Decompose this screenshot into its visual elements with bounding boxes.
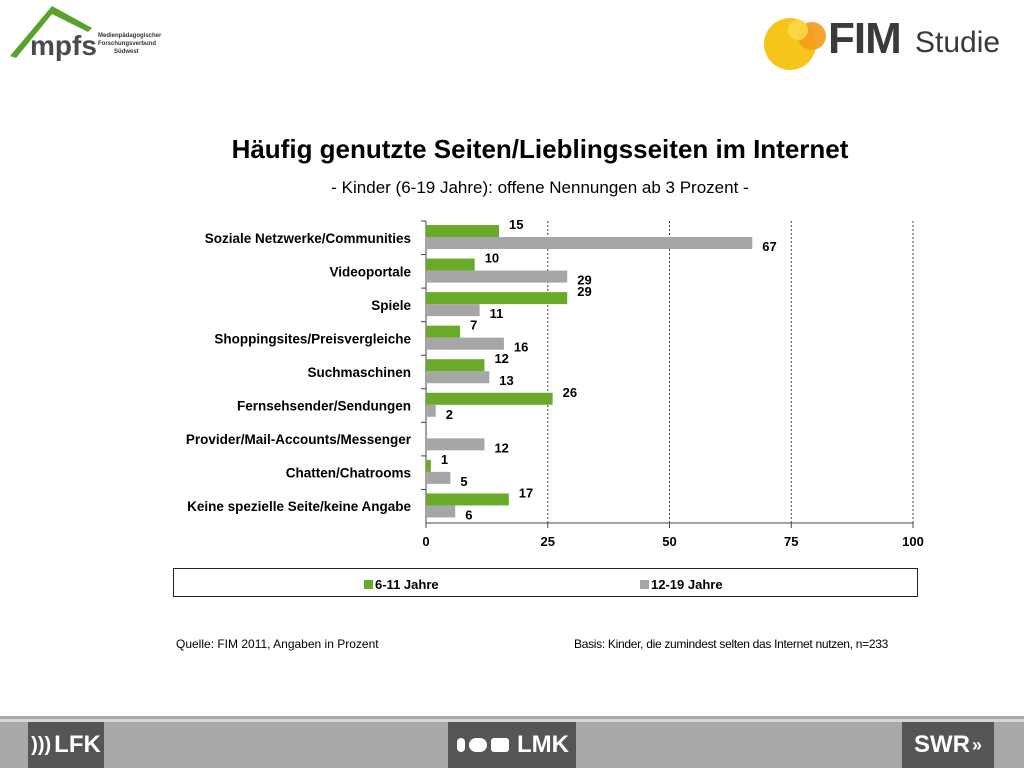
bar-age-12-19	[426, 237, 753, 249]
data-label: 67	[762, 239, 776, 254]
mpfs-logo-text: mpfs	[30, 30, 97, 61]
data-label: 5	[460, 474, 467, 489]
swr-arrows-icon: »	[971, 734, 982, 755]
bar-age-6-11	[426, 225, 500, 237]
lmk-logo: LMK	[448, 722, 576, 768]
fim-circles-icon	[764, 18, 826, 70]
category-label: Shoppingsites/Preisvergleiche	[214, 331, 411, 346]
legend-swatch	[364, 580, 373, 589]
data-label: 10	[485, 251, 499, 266]
data-label: 26	[563, 385, 577, 400]
data-label: 1	[441, 452, 448, 467]
category-label: Fernsehsender/Sendungen	[237, 399, 411, 414]
category-label: Spiele	[371, 298, 411, 313]
data-label: 16	[514, 340, 528, 355]
bar-age-12-19	[426, 505, 456, 518]
chart-legend: 6-11 Jahre 12-19 Jahre	[173, 568, 918, 597]
data-label: 15	[509, 217, 523, 232]
legend-item-12-19: 12-19 Jahre	[640, 577, 723, 592]
data-label: 29	[577, 284, 591, 299]
mpfs-subtitle-line: Medienpädagogischer	[98, 33, 162, 39]
data-label: 17	[519, 485, 533, 500]
x-tick-label: 50	[662, 534, 676, 549]
bar-age-6-11	[426, 359, 485, 372]
bar-age-12-19	[426, 337, 504, 350]
chart-title: Häufig genutzte Seiten/Lieblingsseiten i…	[231, 134, 849, 164]
bar-age-6-11	[426, 459, 431, 472]
category-label: Chatten/Chatrooms	[286, 466, 411, 481]
data-label: 2	[446, 407, 453, 422]
bar-age-12-19	[426, 304, 480, 317]
category-label: Soziale Netzwerke/Communities	[205, 231, 411, 246]
category-label: Suchmaschinen	[307, 365, 411, 380]
bar-age-6-11	[426, 325, 461, 338]
mpfs-roof-icon	[10, 6, 92, 58]
data-label: 12	[494, 351, 508, 366]
bar-age-12-19	[426, 270, 568, 283]
category-label: Keine spezielle Seite/keine Angabe	[187, 499, 411, 514]
data-label: 29	[577, 273, 591, 288]
bar-age-12-19	[426, 438, 485, 451]
data-label: 12	[494, 440, 508, 455]
mpfs-logo-subtitle: Medienpädagogischer Forschungsverbund Sü…	[98, 32, 161, 56]
bar-age-6-11	[426, 292, 568, 305]
bar-age-12-19	[426, 371, 490, 384]
basis-note: Basis: Kinder, die zumindest selten das …	[574, 637, 888, 651]
bar-age-6-11	[426, 258, 475, 271]
bar-age-12-19	[426, 404, 436, 417]
lfk-logo-text: LFK	[54, 731, 101, 758]
legend-swatch	[640, 580, 649, 589]
legend-label: 6-11 Jahre	[375, 577, 439, 592]
x-tick-label: 25	[541, 534, 555, 549]
lmk-logo-text: LMK	[517, 731, 569, 758]
swr-logo: SWR »	[902, 722, 994, 768]
lfk-chevrons-icon: )))	[31, 733, 52, 756]
data-label: 7	[470, 318, 477, 333]
x-tick-label: 100	[902, 534, 924, 549]
data-label: 6	[465, 507, 472, 522]
bar-age-12-19	[426, 471, 451, 484]
mpfs-subtitle-line: Südwest	[114, 49, 139, 55]
data-label: 11	[490, 306, 504, 321]
fim-logo-subtext: Studie	[915, 26, 1001, 59]
fim-logo-text: FIM	[828, 14, 902, 63]
x-tick-label: 75	[784, 534, 798, 549]
partner-bar-stripe	[0, 719, 1024, 722]
swr-logo-text: SWR	[913, 731, 970, 758]
legend-item-6-11: 6-11 Jahre	[364, 577, 439, 592]
x-tick-label: 0	[422, 534, 429, 549]
category-label: Videoportale	[329, 264, 411, 279]
lfk-logo: ))) LFK	[28, 722, 104, 768]
lmk-shapes-icon	[457, 738, 509, 752]
source-note: Quelle: FIM 2011, Angaben in Prozent	[176, 637, 379, 651]
mpfs-subtitle-line: Forschungsverbund	[98, 41, 157, 47]
data-label: 13	[499, 373, 513, 388]
bar-age-6-11	[426, 392, 553, 405]
legend-label: 12-19 Jahre	[651, 577, 723, 592]
chart-subtitle: - Kinder (6-19 Jahre): offene Nennungen …	[331, 178, 749, 197]
bar-age-6-11	[426, 493, 509, 506]
category-label: Provider/Mail-Accounts/Messenger	[186, 432, 412, 447]
